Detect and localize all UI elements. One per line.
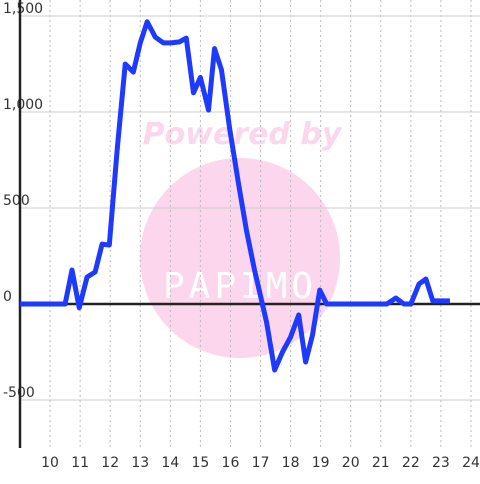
y-tick-label: 1,500 (3, 1, 43, 17)
y-tick-label: 500 (3, 193, 30, 209)
x-tick-label: 14 (161, 455, 179, 471)
x-tick-label: 17 (252, 455, 270, 471)
watermark-text: PAPIMO (163, 266, 317, 307)
x-tick-label: 11 (71, 455, 89, 471)
x-tick-label: 13 (131, 455, 149, 471)
watermark-text: Powered by (143, 117, 343, 152)
x-tick-label: 24 (462, 455, 480, 471)
x-tick-label: 15 (191, 455, 209, 471)
x-tick-label: 18 (282, 455, 300, 471)
x-tick-label: 10 (41, 455, 59, 471)
x-tick-label: 23 (432, 455, 450, 471)
x-tick-label: 20 (342, 455, 360, 471)
x-tick-label: 19 (312, 455, 330, 471)
y-tick-label: 1,000 (3, 97, 43, 113)
x-tick-label: 16 (222, 455, 240, 471)
x-tick-label: 22 (402, 455, 420, 471)
line (20, 19, 450, 373)
y-tick-label: 0 (3, 289, 12, 305)
x-tick-label: 21 (372, 455, 390, 471)
x-tick-label: 12 (101, 455, 119, 471)
